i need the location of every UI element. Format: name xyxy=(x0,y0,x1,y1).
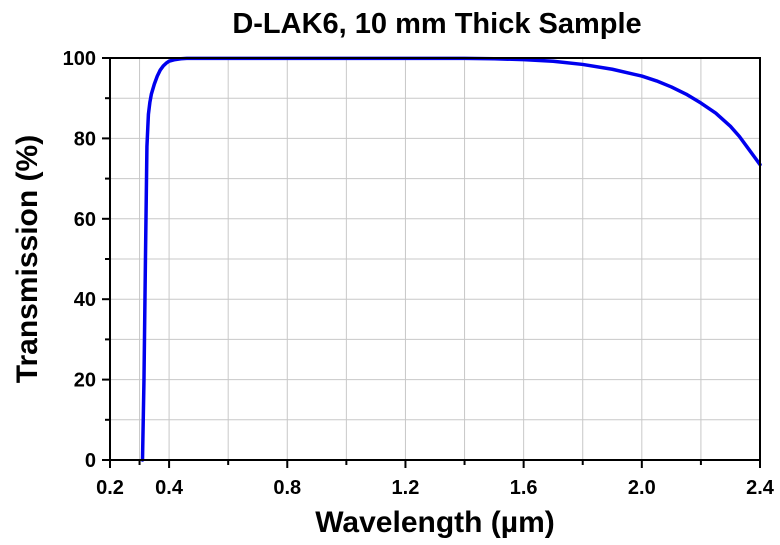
y-tick-label: 80 xyxy=(74,128,96,150)
x-tick-label: 2.0 xyxy=(628,477,656,499)
x-tick-label: 1.2 xyxy=(392,477,420,499)
y-tick-label: 20 xyxy=(74,370,96,392)
x-tick-label: 0.8 xyxy=(273,477,301,499)
grid xyxy=(110,58,760,460)
x-tick-label: 0.4 xyxy=(155,477,184,499)
x-tick-label: 0.2 xyxy=(96,477,124,499)
x-axis-label: Wavelength (µm) xyxy=(315,506,555,539)
y-axis-label: Transmission (%) xyxy=(11,135,44,383)
y-tick-label: 40 xyxy=(74,289,96,311)
y-tick-label: 0 xyxy=(85,450,96,472)
chart-title: D-LAK6, 10 mm Thick Sample xyxy=(232,8,641,40)
x-tick-label: 2.4 xyxy=(746,477,775,499)
x-tick-labels: 0.2 0.4 0.8 1.2 1.6 2.0 2.4 xyxy=(96,477,775,499)
y-tick-label: 100 xyxy=(63,48,96,70)
x-tick-label: 1.6 xyxy=(510,477,538,499)
y-tick-labels: 0 20 40 60 80 100 xyxy=(63,48,96,472)
y-tick-label: 60 xyxy=(74,209,96,231)
tick-marks xyxy=(102,57,761,468)
